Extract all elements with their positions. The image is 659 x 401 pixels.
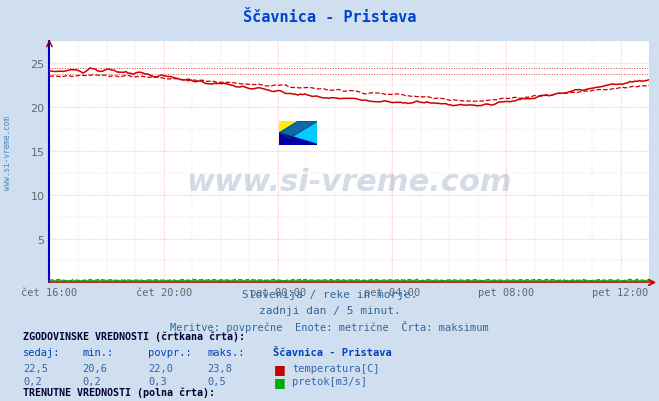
- Text: temperatura[C]: temperatura[C]: [292, 363, 380, 373]
- Text: sedaj:: sedaj:: [23, 347, 61, 357]
- Text: www.si-vreme.com: www.si-vreme.com: [186, 167, 512, 196]
- Text: Ščavnica - Pristava: Ščavnica - Pristava: [273, 347, 392, 357]
- Polygon shape: [279, 122, 318, 140]
- Text: 0,3: 0,3: [148, 376, 167, 386]
- Text: ZGODOVINSKE VREDNOSTI (črtkana črta):: ZGODOVINSKE VREDNOSTI (črtkana črta):: [23, 331, 245, 341]
- Text: 20,6: 20,6: [82, 363, 107, 373]
- Text: 22,0: 22,0: [148, 363, 173, 373]
- Text: www.si-vreme.com: www.si-vreme.com: [3, 115, 13, 189]
- Text: maks.:: maks.:: [208, 347, 245, 357]
- Polygon shape: [279, 122, 299, 134]
- Text: 0,5: 0,5: [208, 376, 226, 386]
- Text: 0,2: 0,2: [82, 376, 101, 386]
- Text: Slovenija / reke in morje.: Slovenija / reke in morje.: [242, 290, 417, 300]
- Text: Ščavnica - Pristava: Ščavnica - Pristava: [243, 10, 416, 25]
- Text: povpr.:: povpr.:: [148, 347, 192, 357]
- Text: 0,2: 0,2: [23, 376, 42, 386]
- Text: Meritve: povprečne  Enote: metrične  Črta: maksimum: Meritve: povprečne Enote: metrične Črta:…: [170, 320, 489, 332]
- Text: pretok[m3/s]: pretok[m3/s]: [292, 376, 367, 386]
- Text: ■: ■: [273, 375, 285, 388]
- Text: 22,5: 22,5: [23, 363, 48, 373]
- Text: min.:: min.:: [82, 347, 113, 357]
- Text: ■: ■: [273, 362, 285, 375]
- Text: zadnji dan / 5 minut.: zadnji dan / 5 minut.: [258, 305, 401, 315]
- Text: TRENUTNE VREDNOSTI (polna črta):: TRENUTNE VREDNOSTI (polna črta):: [23, 387, 215, 397]
- Polygon shape: [279, 134, 318, 145]
- Text: 23,8: 23,8: [208, 363, 233, 373]
- Polygon shape: [279, 122, 318, 145]
